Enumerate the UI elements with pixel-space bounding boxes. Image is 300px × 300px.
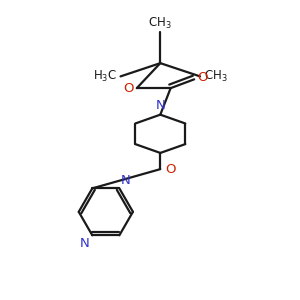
Text: O: O [123, 82, 134, 95]
Text: N: N [155, 99, 165, 112]
Text: N: N [80, 237, 90, 250]
Text: N: N [121, 174, 130, 187]
Text: H$_3$C: H$_3$C [93, 69, 117, 84]
Text: CH$_3$: CH$_3$ [148, 16, 172, 31]
Text: O: O [166, 163, 176, 176]
Text: CH$_3$: CH$_3$ [204, 69, 227, 84]
Text: O: O [197, 71, 208, 84]
